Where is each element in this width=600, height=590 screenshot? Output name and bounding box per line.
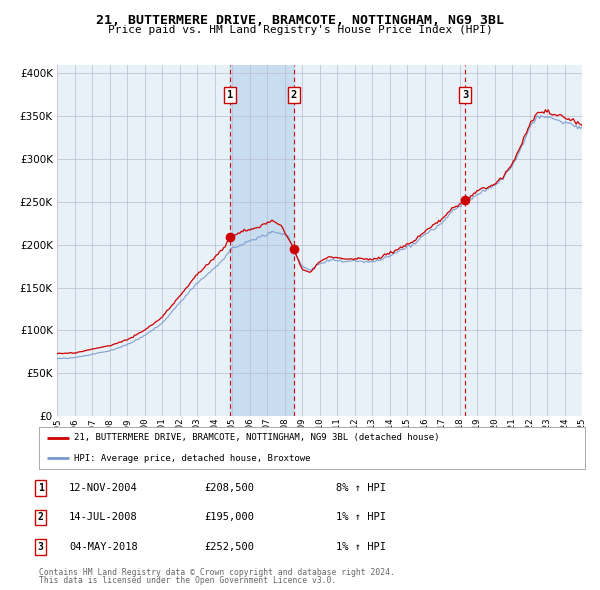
Text: 12-NOV-2004: 12-NOV-2004 (69, 483, 138, 493)
Text: £208,500: £208,500 (204, 483, 254, 493)
Text: 3: 3 (463, 90, 469, 100)
Text: 21, BUTTERMERE DRIVE, BRAMCOTE, NOTTINGHAM, NG9 3BL (detached house): 21, BUTTERMERE DRIVE, BRAMCOTE, NOTTINGH… (74, 433, 440, 442)
Text: 21, BUTTERMERE DRIVE, BRAMCOTE, NOTTINGHAM, NG9 3BL: 21, BUTTERMERE DRIVE, BRAMCOTE, NOTTINGH… (96, 14, 504, 27)
Text: This data is licensed under the Open Government Licence v3.0.: This data is licensed under the Open Gov… (39, 576, 337, 585)
Text: £252,500: £252,500 (204, 542, 254, 552)
Text: 8% ↑ HPI: 8% ↑ HPI (336, 483, 386, 493)
Text: £195,000: £195,000 (204, 513, 254, 522)
Text: 1: 1 (227, 90, 233, 100)
Text: 3: 3 (38, 542, 44, 552)
Text: Price paid vs. HM Land Registry's House Price Index (HPI): Price paid vs. HM Land Registry's House … (107, 25, 493, 35)
Text: 2: 2 (38, 513, 44, 522)
Text: 1% ↑ HPI: 1% ↑ HPI (336, 542, 386, 552)
Text: 1% ↑ HPI: 1% ↑ HPI (336, 513, 386, 522)
Text: HPI: Average price, detached house, Broxtowe: HPI: Average price, detached house, Brox… (74, 454, 311, 463)
Text: 1: 1 (38, 483, 44, 493)
Text: 2: 2 (291, 90, 297, 100)
Text: 04-MAY-2018: 04-MAY-2018 (69, 542, 138, 552)
Text: Contains HM Land Registry data © Crown copyright and database right 2024.: Contains HM Land Registry data © Crown c… (39, 568, 395, 577)
Bar (230, 65, 294, 416)
Text: 14-JUL-2008: 14-JUL-2008 (69, 513, 138, 522)
